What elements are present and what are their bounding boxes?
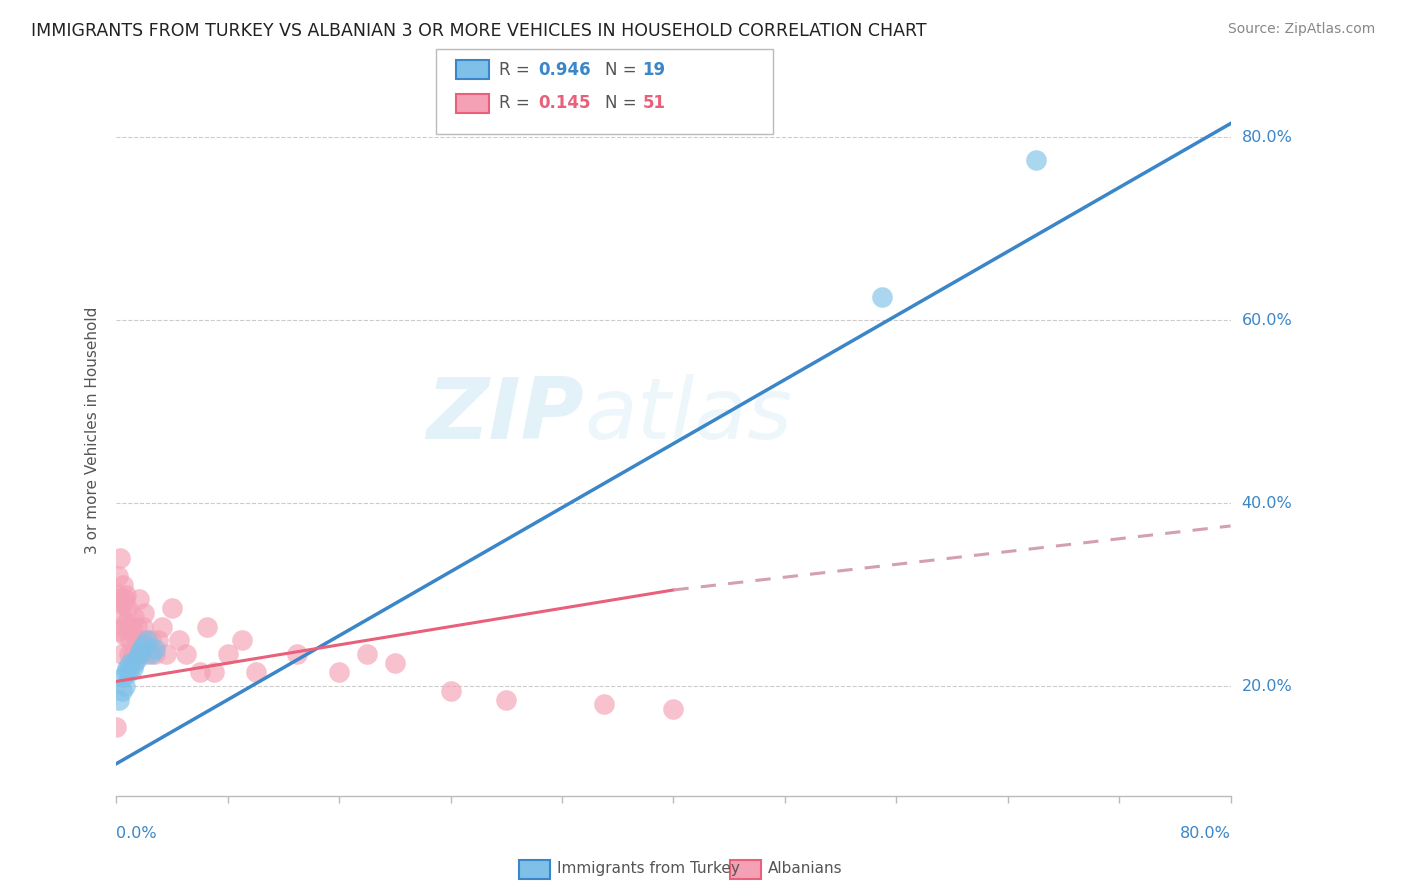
Point [129, 647, 152, 661]
Point [150, 619, 173, 633]
Point [135, 647, 157, 661]
Text: IMMIGRANTS FROM TURKEY VS ALBANIAN 3 OR MORE VEHICLES IN HOUSEHOLD CORRELATION C: IMMIGRANTS FROM TURKEY VS ALBANIAN 3 OR … [31, 22, 927, 40]
Point [125, 633, 148, 648]
Point [121, 619, 143, 633]
Point [128, 592, 150, 607]
Point [108, 588, 131, 602]
Text: 80.0%: 80.0% [1241, 129, 1292, 145]
Point [115, 665, 138, 680]
Text: N =: N = [605, 61, 641, 78]
Text: 0.0%: 0.0% [117, 826, 157, 841]
Text: 51: 51 [643, 95, 665, 112]
Point [160, 601, 183, 615]
Point [134, 638, 156, 652]
Point [111, 683, 134, 698]
Point [143, 647, 166, 661]
Point [124, 656, 146, 670]
Point [111, 597, 134, 611]
Point [328, 665, 350, 680]
Text: 20.0%: 20.0% [1241, 679, 1292, 693]
Point [128, 647, 150, 661]
Text: Albanians: Albanians [768, 862, 842, 876]
Point [143, 642, 166, 657]
Point [174, 647, 197, 661]
Point [122, 647, 145, 661]
Point [139, 633, 162, 648]
Point [118, 647, 141, 661]
Point [110, 592, 132, 607]
Point [231, 633, 253, 648]
Point [245, 665, 267, 680]
Point [146, 633, 169, 648]
Point [112, 670, 135, 684]
Point [117, 661, 139, 675]
Text: 40.0%: 40.0% [1241, 496, 1292, 510]
Point [118, 665, 141, 680]
Point [131, 633, 153, 648]
Point [285, 647, 308, 661]
Point [108, 624, 131, 639]
Point [872, 290, 894, 304]
Point [217, 647, 239, 661]
Point [120, 656, 142, 670]
Point [114, 629, 136, 643]
Point [135, 633, 157, 648]
Point [356, 647, 378, 661]
Text: atlas: atlas [585, 374, 793, 457]
Text: N =: N = [605, 95, 641, 112]
Text: 60.0%: 60.0% [1241, 313, 1292, 327]
Point [195, 619, 218, 633]
Text: ZIP: ZIP [426, 374, 585, 457]
Point [127, 651, 149, 665]
Point [592, 698, 614, 712]
Text: R =: R = [499, 61, 536, 78]
Point [495, 692, 517, 706]
Point [112, 619, 135, 633]
Text: Immigrants from Turkey: Immigrants from Turkey [557, 862, 740, 876]
Point [115, 615, 138, 629]
Point [114, 592, 136, 607]
Point [105, 720, 128, 734]
Point [167, 633, 190, 648]
Point [139, 647, 162, 661]
Point [134, 606, 156, 620]
Text: 80.0%: 80.0% [1180, 826, 1230, 841]
Y-axis label: 3 or more Vehicles in Household: 3 or more Vehicles in Household [86, 306, 100, 554]
Point [110, 551, 132, 566]
Point [115, 588, 138, 602]
Point [114, 679, 136, 693]
Point [122, 661, 145, 675]
Point [155, 647, 177, 661]
Text: 0.145: 0.145 [538, 95, 591, 112]
Point [112, 578, 135, 592]
Point [662, 702, 685, 716]
Point [111, 647, 134, 661]
Text: 19: 19 [643, 61, 665, 78]
Point [120, 633, 142, 648]
Point [127, 619, 149, 633]
Text: R =: R = [499, 95, 536, 112]
Point [117, 601, 139, 615]
Point [384, 656, 406, 670]
Point [1025, 153, 1047, 167]
Point [202, 665, 225, 680]
Point [439, 683, 461, 698]
Point [188, 665, 211, 680]
Point [107, 606, 129, 620]
Text: 0.946: 0.946 [538, 61, 591, 78]
Text: Source: ZipAtlas.com: Source: ZipAtlas.com [1227, 22, 1375, 37]
Point [108, 692, 131, 706]
Point [107, 569, 129, 583]
Point [132, 619, 155, 633]
Point [131, 642, 153, 657]
Point [124, 610, 146, 624]
